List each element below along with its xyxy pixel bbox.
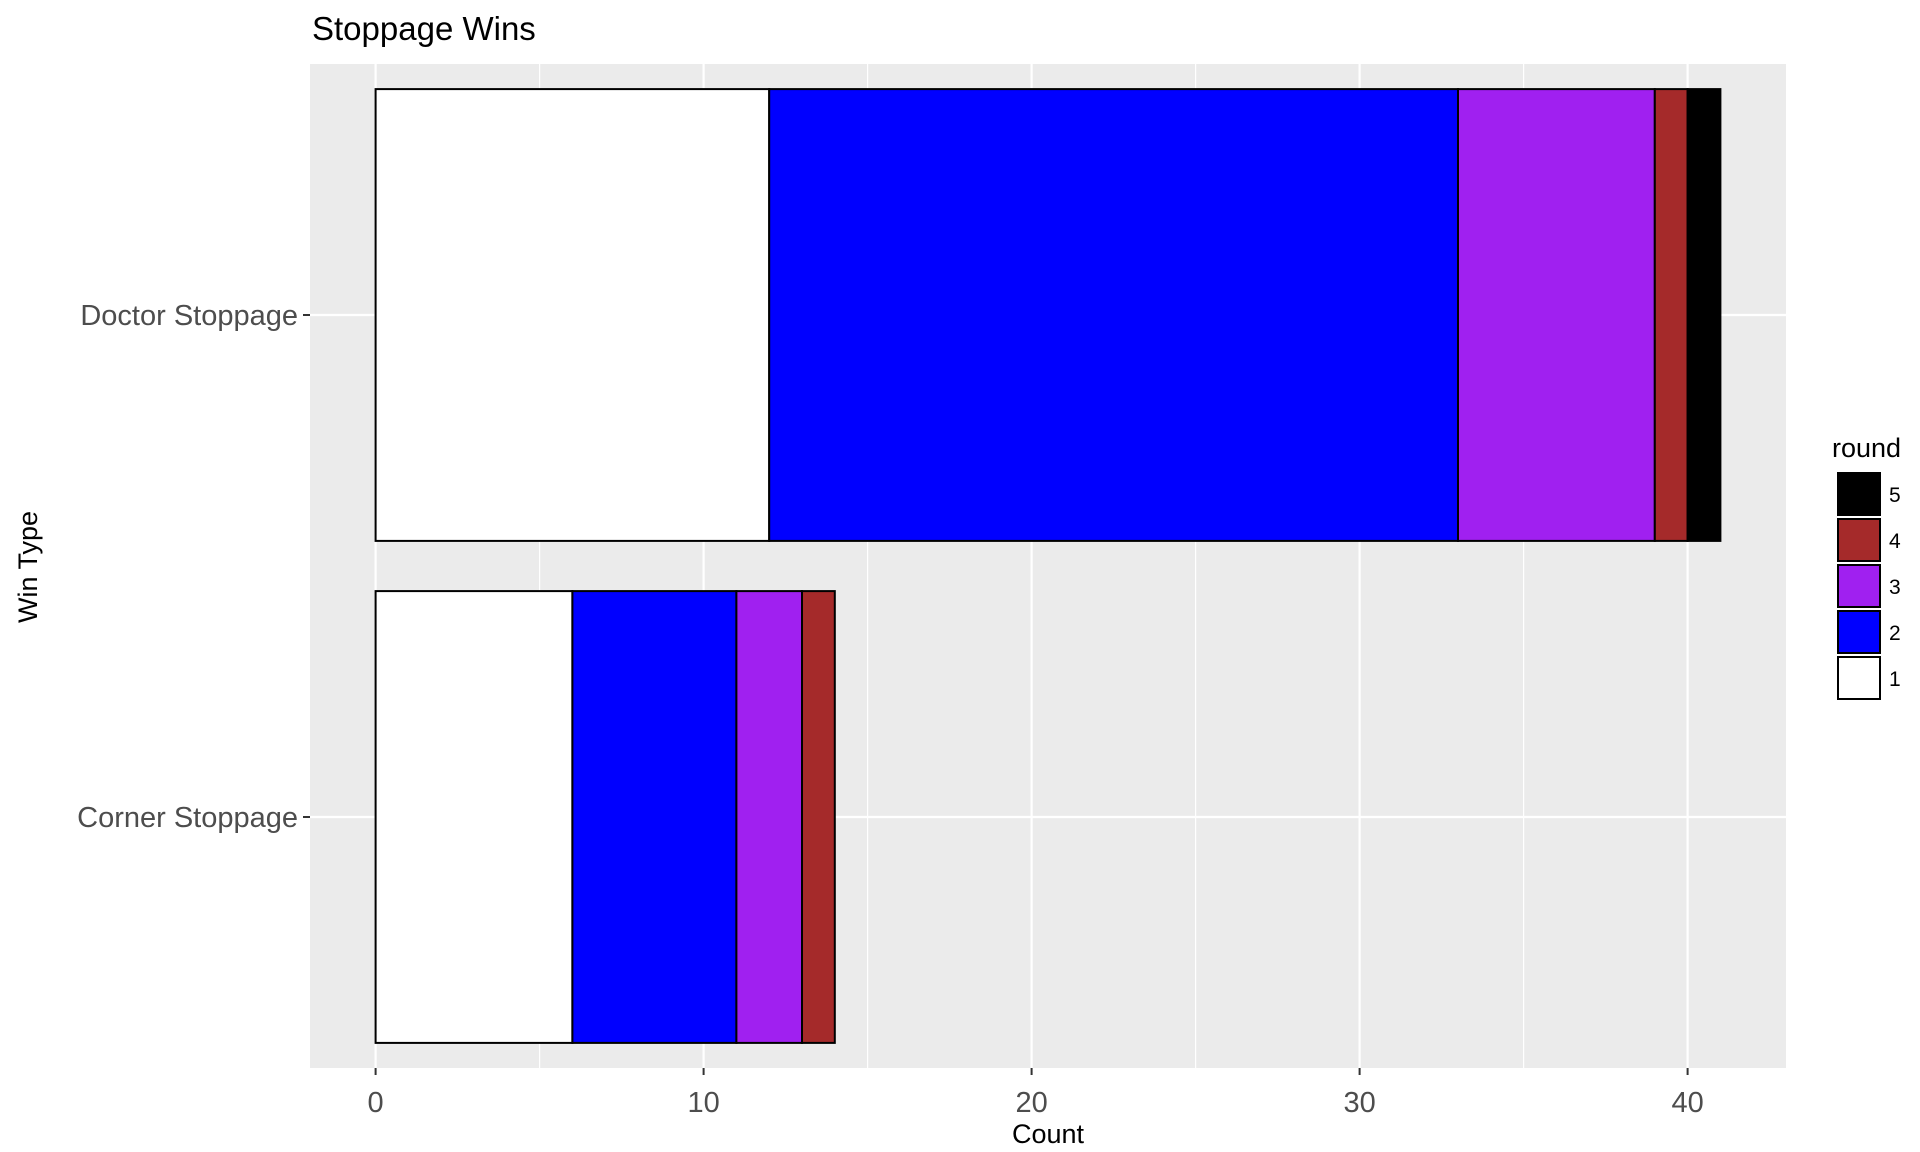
bar-segment-round-1 xyxy=(374,590,574,1044)
legend-label: 5 xyxy=(1889,484,1901,507)
legend-title: round xyxy=(1832,433,1901,463)
chart-title: Stoppage Wins xyxy=(312,10,536,47)
bar-segment-round-4 xyxy=(1653,88,1689,542)
legend-label: 4 xyxy=(1889,530,1901,553)
y-axis: Doctor Stoppage Corner Stoppage xyxy=(77,300,310,834)
legend-key-round-5 xyxy=(1837,472,1881,516)
bar-segment-round-3 xyxy=(1457,88,1656,542)
legend-label: 2 xyxy=(1889,622,1901,645)
x-axis: 0 10 20 30 40 xyxy=(368,1068,1704,1119)
bar-segment-round-2 xyxy=(768,88,1459,542)
x-tick-label: 10 xyxy=(687,1087,719,1119)
x-tick-label: 30 xyxy=(1343,1087,1375,1119)
bar-segment-round-3 xyxy=(735,590,804,1044)
y-tick-label: Corner Stoppage xyxy=(77,802,298,834)
legend-key-round-4 xyxy=(1837,518,1881,562)
bar-segment-round-1 xyxy=(374,88,771,542)
legend-label: 1 xyxy=(1889,668,1901,691)
x-axis-title: Count xyxy=(1012,1119,1085,1149)
y-tick-label: Doctor Stoppage xyxy=(80,300,298,332)
bar-segment-round-4 xyxy=(801,590,836,1044)
legend-key-round-3 xyxy=(1837,564,1881,608)
x-tick-label: 20 xyxy=(1015,1087,1047,1119)
x-tick-label: 40 xyxy=(1671,1087,1703,1119)
bars xyxy=(374,88,1722,1044)
x-tick-label: 0 xyxy=(368,1087,384,1119)
legend: round 5 4 3 2 1 xyxy=(1832,433,1901,700)
bar-segment-round-2 xyxy=(571,590,738,1044)
legend-key-round-2 xyxy=(1837,610,1881,654)
y-axis-title: Win Type xyxy=(13,511,43,623)
legend-label: 3 xyxy=(1889,576,1901,599)
bar-segment-round-5 xyxy=(1686,88,1722,542)
legend-key-round-1 xyxy=(1837,656,1881,700)
